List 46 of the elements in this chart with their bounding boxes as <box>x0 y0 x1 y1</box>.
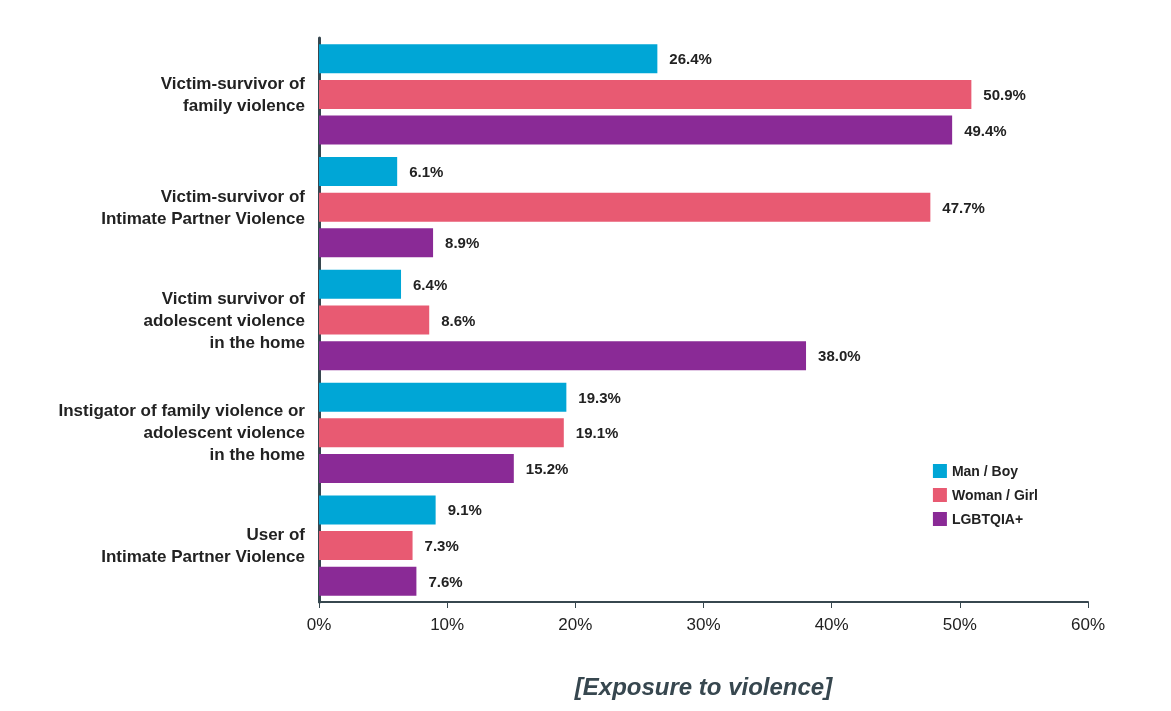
bar <box>319 228 434 258</box>
bar <box>319 531 413 561</box>
data-label: 19.3% <box>578 388 621 406</box>
data-label: 8.6% <box>441 311 476 329</box>
data-label: 15.2% <box>525 459 569 477</box>
data-label: 49.4% <box>964 121 1007 139</box>
y-tick-label: Victim survivor of adolescent violence in the home <box>143 288 306 352</box>
bar <box>319 79 972 109</box>
legend-label: Woman / Girl <box>951 487 1039 503</box>
data-label: 9.1% <box>447 501 482 519</box>
data-label: 26.4% <box>669 50 712 68</box>
y-tick-label: Instigator of family violence or adolescent violence in the home <box>58 401 306 465</box>
x-tick-label: 50% <box>942 615 977 634</box>
data-label: 7.6% <box>428 572 463 590</box>
data-label: 47.7% <box>942 198 985 216</box>
data-label: 6.4% <box>413 275 448 293</box>
bar <box>319 418 564 448</box>
bar <box>319 566 417 596</box>
data-label: 8.9% <box>445 234 480 252</box>
bar <box>319 115 953 145</box>
x-tick-label: 30% <box>686 615 721 634</box>
data-label: 38.0% <box>818 347 861 365</box>
bar <box>319 192 931 222</box>
bar <box>319 382 567 412</box>
x-axis-title: [Exposure to violence] <box>573 672 834 700</box>
bar <box>319 453 514 483</box>
data-label: 7.3% <box>424 537 459 555</box>
bar <box>319 495 436 525</box>
y-tick-label: User of Intimate Partner Violence <box>101 525 306 567</box>
legend-label: LGBTQIA+ <box>951 511 1024 527</box>
x-tick-label: 10% <box>430 615 465 634</box>
x-tick-label: 40% <box>814 615 849 634</box>
bar <box>319 44 658 74</box>
x-tick-label: 0% <box>306 615 332 634</box>
bar <box>319 305 430 335</box>
bar <box>319 157 398 187</box>
data-label: 6.1% <box>409 163 444 181</box>
y-tick-label: Victim-survivor of family violence <box>160 73 306 115</box>
y-tick-label: Victim-survivor of Intimate Partner Violence <box>101 186 306 228</box>
legend-label: Man / Boy <box>951 463 1019 479</box>
bar <box>319 269 402 299</box>
x-tick-label: 20% <box>558 615 593 634</box>
x-tick-label: 60% <box>1070 615 1106 634</box>
data-label: 19.1% <box>575 424 619 442</box>
bar <box>319 341 807 371</box>
data-label: 50.9% <box>983 85 1026 103</box>
